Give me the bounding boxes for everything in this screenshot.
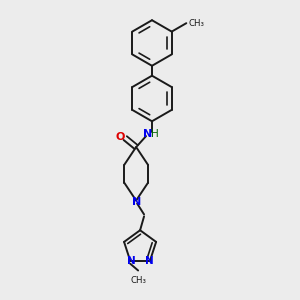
Text: O: O xyxy=(116,132,125,142)
Text: CH₃: CH₃ xyxy=(130,276,146,285)
Text: N: N xyxy=(131,196,141,206)
Text: H: H xyxy=(151,129,158,139)
Text: N: N xyxy=(127,256,136,266)
Text: N: N xyxy=(145,256,153,266)
Text: CH₃: CH₃ xyxy=(188,19,204,28)
Text: N: N xyxy=(143,129,153,139)
